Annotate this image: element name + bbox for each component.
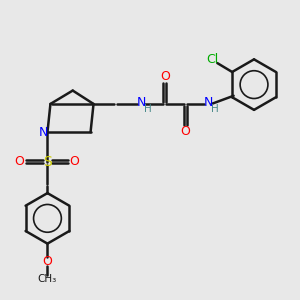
Text: N: N	[203, 96, 213, 109]
Text: Cl: Cl	[206, 53, 218, 66]
Text: N: N	[39, 126, 49, 139]
Text: H: H	[211, 104, 218, 114]
Text: O: O	[14, 155, 24, 168]
Text: CH₃: CH₃	[37, 274, 56, 284]
Text: S: S	[43, 155, 52, 169]
Text: O: O	[160, 70, 170, 83]
Text: O: O	[181, 125, 190, 138]
Text: N: N	[136, 96, 146, 109]
Text: O: O	[69, 155, 79, 168]
Text: H: H	[144, 104, 152, 114]
Text: O: O	[43, 255, 52, 268]
